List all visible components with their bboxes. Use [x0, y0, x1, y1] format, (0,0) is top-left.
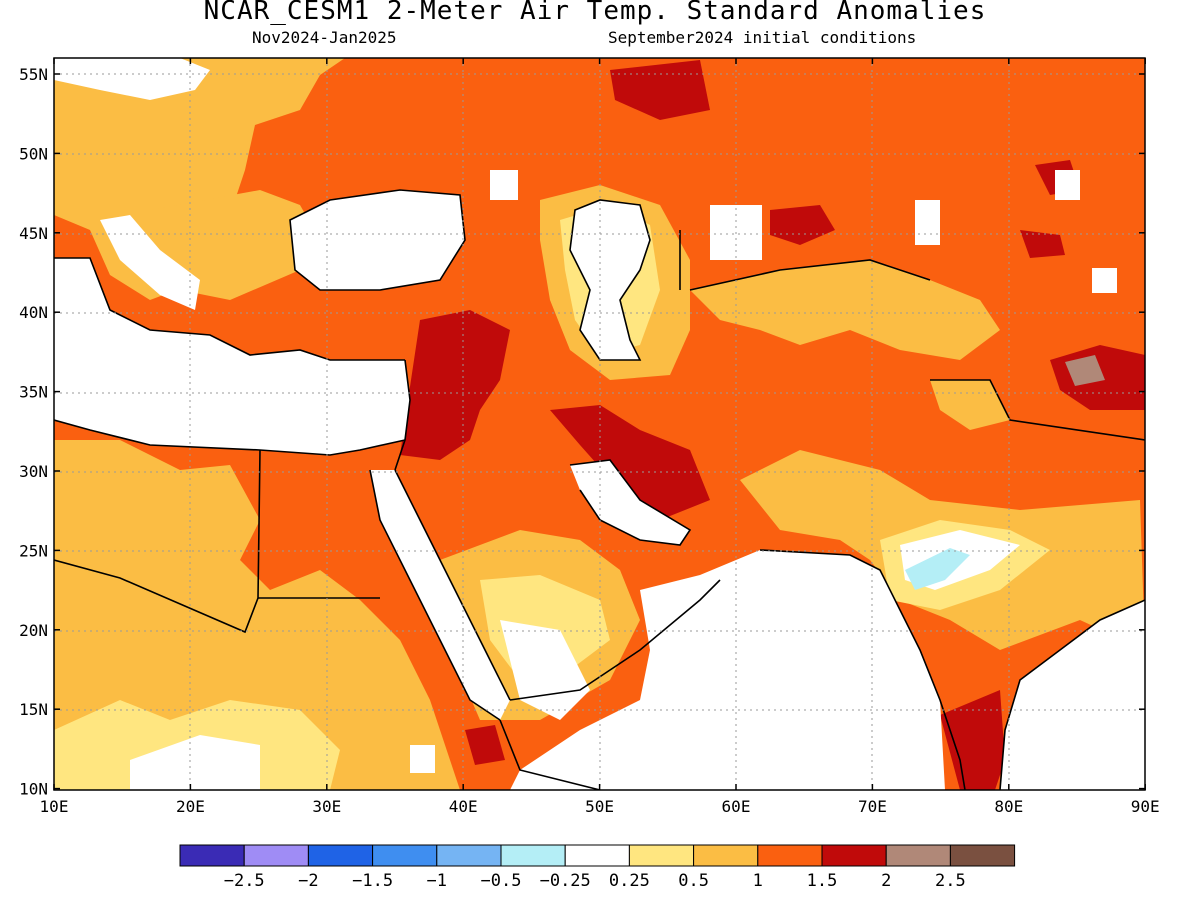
anomaly-region-kazakh-north	[610, 60, 710, 120]
colorbar-label: 1	[753, 871, 763, 891]
colorbar-swatch	[500, 844, 566, 867]
forecast-period: Nov2024-Jan2025	[252, 28, 397, 47]
colorbar-label: 2.5	[935, 871, 966, 891]
colorbar-swatch	[693, 844, 759, 867]
coastline-horn-of-africa	[499, 719, 601, 790]
colorbar-label: −0.5	[481, 871, 522, 891]
anomaly-region-india-lightblue	[905, 548, 970, 590]
bay-of-bengal	[1000, 600, 1145, 790]
anomaly-region-tibet-brown	[1065, 355, 1105, 386]
colorbar-label: −1.5	[352, 871, 393, 891]
lat-label: 55N	[19, 65, 48, 84]
colorbar-swatch	[949, 844, 1016, 867]
colorbar-swatch	[307, 844, 374, 867]
colorbar-label: −2	[298, 871, 318, 891]
border-himalaya	[930, 379, 1145, 441]
lat-label: 20N	[19, 621, 48, 640]
initial-conditions: September2024 initial conditions	[608, 28, 917, 47]
lon-label: 10E	[40, 797, 69, 816]
lon-label: 80E	[994, 797, 1023, 816]
lon-label: 90E	[1131, 797, 1160, 816]
anomaly-region-kazakh-east	[770, 205, 835, 245]
red-sea	[370, 470, 510, 720]
colorbar-swatch	[243, 844, 309, 867]
lat-label: 50N	[19, 144, 48, 163]
longitude-axis: 10E 20E 30E 40E 50E 60E 70E 80E 90E	[40, 58, 1160, 816]
anomaly-region-sahara-west	[54, 440, 460, 790]
colorbar-label: −1	[427, 871, 447, 891]
lat-label: 40N	[19, 303, 48, 322]
coastline-levant	[394, 359, 411, 471]
coastline-red-sea-west	[369, 469, 501, 721]
adriatic-sea	[100, 215, 200, 310]
coastline-arabia-south	[509, 579, 721, 701]
baltic-sea	[54, 58, 210, 100]
coastline-black-sea	[289, 189, 466, 291]
colorbar-swatch	[821, 844, 887, 867]
colorbar-swatch	[628, 844, 695, 867]
lon-label: 20E	[176, 797, 205, 816]
masked-cell	[1055, 170, 1080, 200]
lon-label: 30E	[312, 797, 341, 816]
lat-label: 15N	[19, 700, 48, 719]
latitude-axis: 55N 50N 45N 40N 35N 30N 25N 20N 15N 10N	[19, 65, 1145, 799]
anomaly-region-iran-south	[550, 405, 710, 520]
colorbar-swatch	[564, 844, 630, 867]
colorbar-label: 0.5	[678, 871, 709, 891]
anomaly-region-central-asia	[690, 260, 1000, 360]
colorbar-label: 2	[881, 871, 891, 891]
lat-label: 10N	[19, 780, 48, 799]
lon-label: 70E	[858, 797, 887, 816]
lat-label: 25N	[19, 541, 48, 560]
colorbar-label: 0.25	[609, 871, 650, 891]
graticule	[54, 58, 1145, 790]
anomaly-region-somalia-white	[500, 620, 590, 720]
colorbar: −2.5 −2 −1.5 −1 −0.5 −0.25 0.25 0.5 1 1.5 2 2.5	[179, 844, 1016, 891]
anomaly-region-sahel-white	[130, 735, 260, 790]
anomaly-region-red-sea	[465, 725, 505, 765]
colorbar-swatch	[372, 844, 438, 867]
colorbar-label: −2.5	[224, 871, 265, 891]
masked-cell	[915, 200, 940, 245]
anomaly-field	[54, 58, 1145, 790]
colorbar-label: 1.5	[807, 871, 838, 891]
mediterranean-sea	[54, 258, 410, 455]
lat-label: 30N	[19, 462, 48, 481]
masked-cell	[410, 745, 435, 773]
caspian-sea	[570, 200, 650, 360]
anomaly-region-south-india	[940, 690, 1005, 790]
border-central-asia	[689, 259, 931, 291]
colorbar-label: −0.25	[540, 871, 591, 891]
colorbar-swatch	[436, 844, 502, 867]
lat-label: 45N	[19, 224, 48, 243]
colorbar-swatch	[757, 844, 823, 867]
colorbar-swatch	[885, 844, 951, 867]
masked-cell	[490, 170, 518, 200]
map-title: NCAR_CESM1 2-Meter Air Temp. Standard An…	[203, 0, 987, 26]
lon-label: 40E	[449, 797, 478, 816]
border-sahara	[54, 449, 261, 634]
coastlines	[54, 189, 1145, 790]
lon-label: 60E	[722, 797, 751, 816]
coastline-india-west	[759, 549, 966, 790]
coastline-med-north	[54, 257, 405, 361]
coastline-india-east	[999, 599, 1145, 790]
anomaly-region-levant	[400, 310, 510, 460]
arabian-sea	[510, 550, 945, 790]
masked-cell	[1092, 268, 1117, 293]
coastline-red-sea-east	[394, 469, 511, 701]
lat-label: 35N	[19, 383, 48, 402]
colorbar-swatch	[179, 844, 245, 867]
anomaly-region-altai	[1020, 230, 1065, 258]
black-sea	[290, 190, 465, 290]
persian-gulf	[570, 460, 690, 545]
coastline-persian-gulf	[569, 459, 692, 546]
coastline-caspian	[569, 199, 651, 361]
lon-label: 50E	[585, 797, 614, 816]
anomaly-region-balkans	[150, 190, 320, 300]
